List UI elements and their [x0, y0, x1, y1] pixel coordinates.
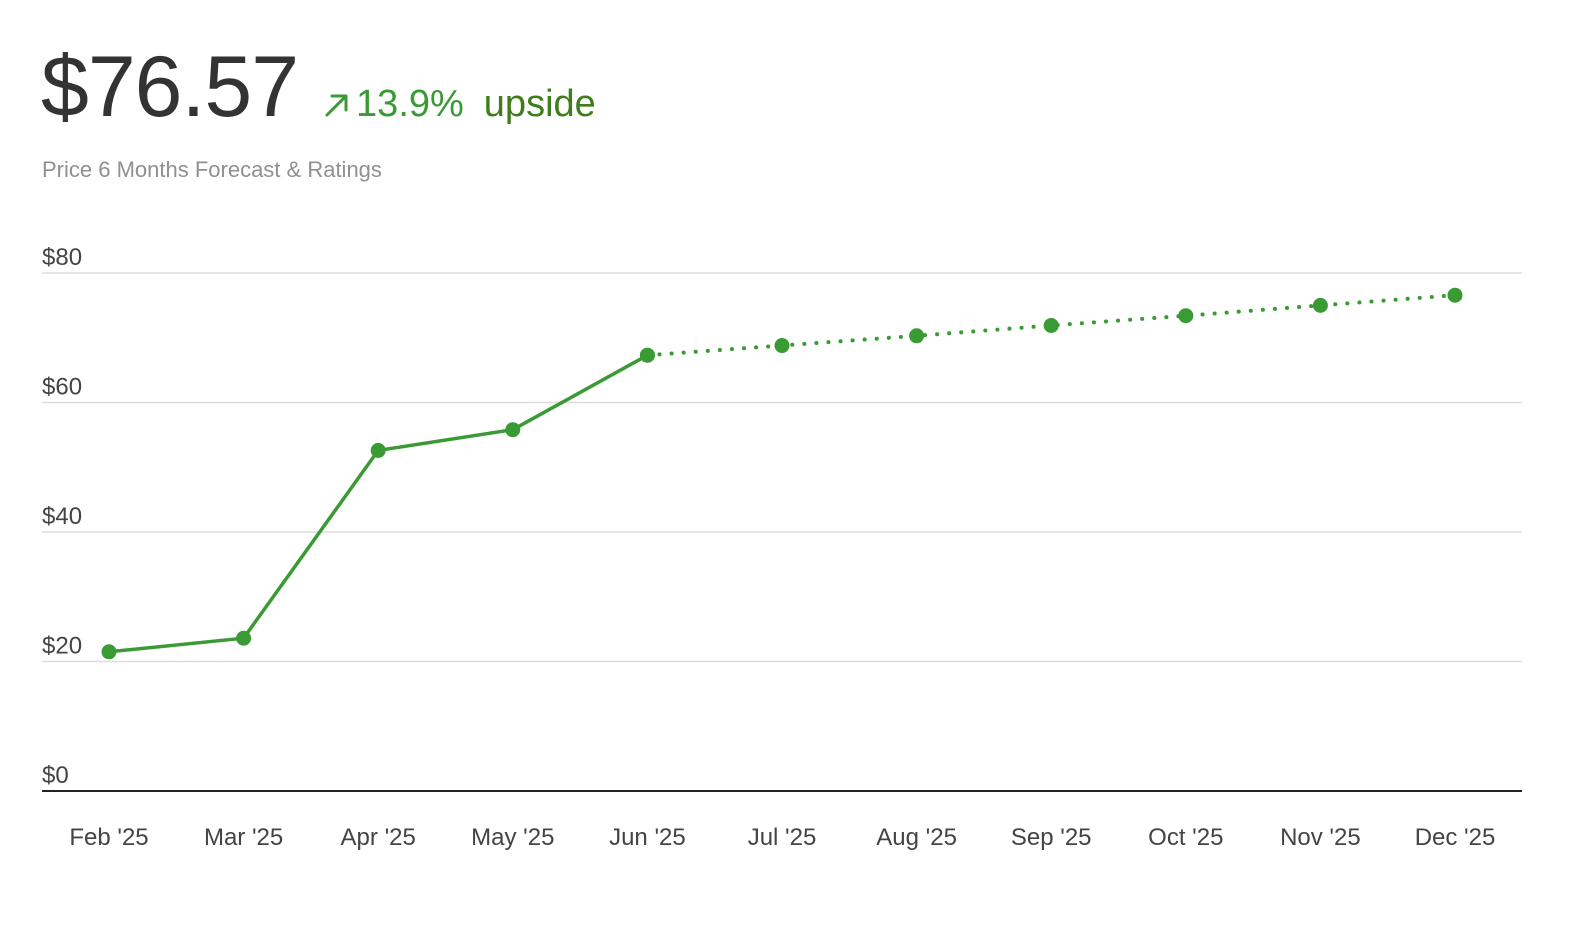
change-percent: 13.9% — [356, 83, 464, 125]
x-tick-label: Jul '25 — [748, 824, 817, 851]
forecast-point — [1043, 317, 1059, 333]
x-tick-label: Apr '25 — [341, 824, 416, 851]
price-header: $76.57 13.9% upside — [41, 44, 596, 130]
forecast-point — [1447, 287, 1463, 303]
x-tick-label: Dec '25 — [1415, 824, 1496, 851]
y-tick-label: $40 — [42, 503, 82, 530]
forecast-point — [639, 347, 655, 363]
x-tick-label: Jun '25 — [609, 824, 686, 851]
y-tick-label: $80 — [42, 244, 82, 271]
forecast-point — [1312, 297, 1328, 313]
x-tick-label: May '25 — [471, 824, 554, 851]
x-tick-label: Oct '25 — [1148, 824, 1223, 851]
x-tick-label: Nov '25 — [1280, 824, 1361, 851]
y-tick-label: $60 — [42, 374, 82, 401]
change-indicator: 13.9% — [322, 83, 464, 126]
x-tick-label: Mar '25 — [204, 824, 283, 851]
current-price: $76.57 — [41, 39, 299, 135]
history-point — [101, 644, 117, 660]
forecast-point — [774, 338, 790, 354]
history-point — [505, 422, 521, 438]
history-point — [236, 630, 252, 646]
forecast-point — [1178, 308, 1194, 324]
arrow-up-right-icon — [325, 94, 348, 116]
history-line — [107, 353, 650, 654]
y-tick-label: $20 — [42, 633, 82, 660]
x-tick-label: Sep '25 — [1011, 824, 1092, 851]
x-tick-label: Aug '25 — [876, 824, 957, 851]
forecast-point — [909, 328, 925, 344]
x-tick-label: Feb '25 — [69, 824, 148, 851]
y-tick-label: $0 — [42, 762, 69, 789]
history-point — [370, 442, 386, 458]
chart-subtitle: Price 6 Months Forecast & Ratings — [42, 157, 382, 182]
upside-label: upside — [483, 83, 596, 125]
